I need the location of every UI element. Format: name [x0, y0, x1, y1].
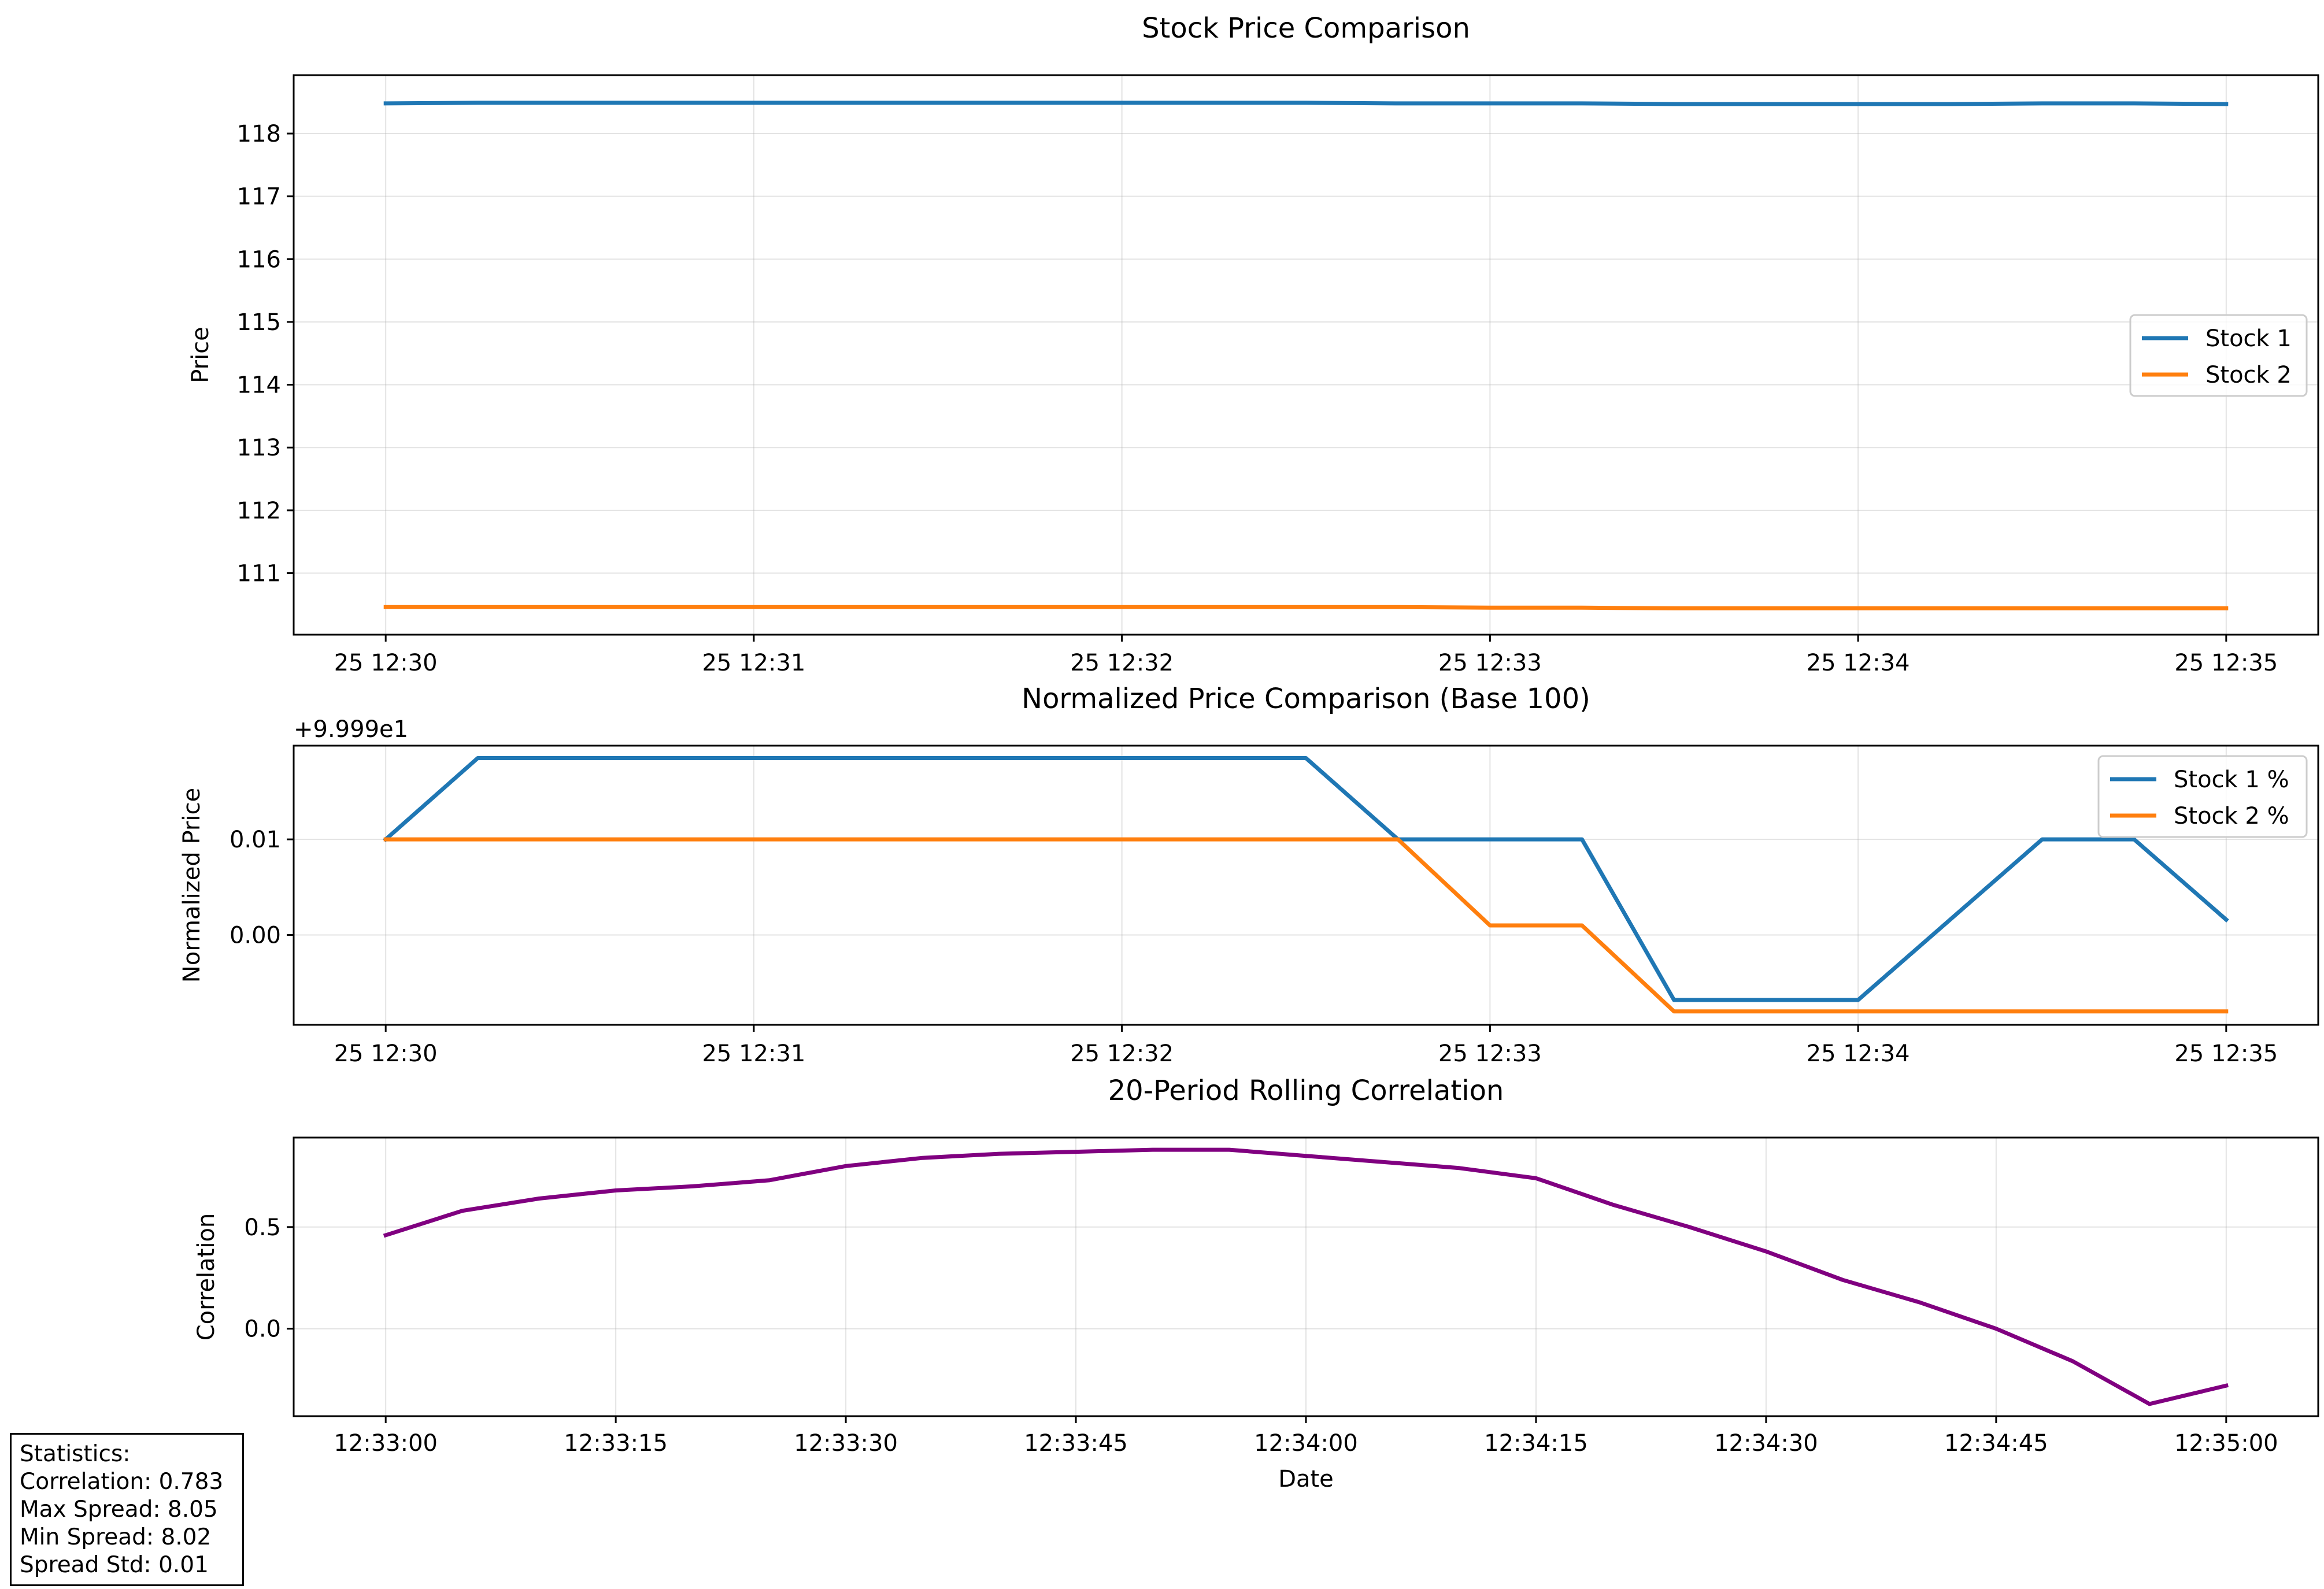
- x-tick-label: 25 12:33: [1438, 650, 1542, 676]
- y-tick-label: 118: [237, 121, 281, 147]
- y-axis-label: Price: [187, 327, 214, 383]
- y-tick-label: 0.01: [230, 827, 281, 853]
- chart-title: Stock Price Comparison: [1142, 12, 1470, 45]
- y-tick-label: 0.00: [230, 923, 281, 949]
- series-line-1: [383, 756, 2229, 1002]
- y-offset-label: +9.999e1: [294, 716, 408, 743]
- y-tick-label: 111: [237, 561, 281, 587]
- statistics-min-spread: Min Spread: 8.02: [20, 1524, 212, 1550]
- x-tick-label: 12:34:45: [1944, 1430, 2048, 1457]
- legend-label: Stock 2 %: [2174, 803, 2289, 829]
- x-axis-label: Date: [1278, 1466, 1334, 1492]
- x-tick-label: 25 12:31: [702, 1040, 805, 1067]
- legend: Stock 1 Stock 2: [2129, 314, 2308, 397]
- x-tick-label: 12:34:15: [1484, 1430, 1588, 1457]
- statistics-spread-std: Spread Std: 0.01: [20, 1552, 209, 1578]
- x-tick-label: 25 12:34: [1807, 1040, 1910, 1067]
- plot-frame: [293, 745, 2319, 1026]
- legend: Stock 1 % Stock 2 %: [2097, 755, 2308, 838]
- rolling-correlation-chart: 12:33:00 12:33:15 12:33:30 12:33:45 12:34:00…: [193, 1075, 2319, 1492]
- y-tick-label: 117: [237, 184, 281, 210]
- series-line-1: [383, 101, 2229, 106]
- x-tick-label: 12:34:00: [1254, 1430, 1358, 1457]
- series-line-2: [383, 837, 2229, 1014]
- y-tick-label: 0.0: [244, 1316, 281, 1343]
- series-line-1: [383, 1147, 2229, 1406]
- x-tick-label: 12:34:30: [1714, 1430, 1818, 1457]
- chart-title: 20-Period Rolling Correlation: [1108, 1075, 1504, 1107]
- y-tick-label: 115: [237, 309, 281, 336]
- price-comparison-chart: 25 12:30 25 12:31 25 12:32 25 12:33 25 12:34…: [187, 12, 2319, 676]
- normalized-price-chart: 25 12:30 25 12:31 25 12:32 25 12:33 25 12:34…: [179, 683, 2319, 1067]
- x-tick-label: 12:33:30: [794, 1430, 898, 1457]
- legend-label: Stock 1: [2205, 325, 2292, 352]
- x-tick-label: 12:33:00: [334, 1430, 438, 1457]
- y-tick-label: 113: [237, 435, 281, 461]
- y-axis-label: Correlation: [193, 1213, 220, 1341]
- x-tick-label: 25 12:30: [334, 650, 438, 676]
- statistics-box: Statistics: Correlation: 0.783 Max Sprea…: [10, 1433, 244, 1586]
- x-tick-label: 25 12:35: [2174, 1040, 2278, 1067]
- x-tick-label: 25 12:31: [702, 650, 805, 676]
- x-tick-label: 25 12:32: [1070, 1040, 1174, 1067]
- x-tick-label: 12:33:15: [564, 1430, 668, 1457]
- chart-title: Normalized Price Comparison (Base 100): [1022, 683, 1590, 715]
- legend-label: Stock 1 %: [2174, 766, 2289, 793]
- x-tick-label: 25 12:30: [334, 1040, 438, 1067]
- x-tick-label: 25 12:35: [2174, 650, 2278, 676]
- x-tick-label: 25 12:32: [1070, 650, 1174, 676]
- plot-frame: [293, 74, 2319, 636]
- y-axis-label: Normalized Price: [179, 788, 205, 983]
- series-line-2: [383, 605, 2229, 610]
- statistics-max-spread: Max Spread: 8.05: [20, 1497, 218, 1523]
- x-tick-label: 25 12:34: [1807, 650, 1910, 676]
- x-tick-label: 12:33:45: [1024, 1430, 1128, 1457]
- y-tick-label: 112: [237, 498, 281, 524]
- x-tick-label: 12:35:00: [2174, 1430, 2278, 1457]
- legend-label: Stock 2: [2205, 362, 2292, 388]
- x-tick-label: 25 12:33: [1438, 1040, 1542, 1067]
- y-tick-label: 0.5: [244, 1214, 281, 1241]
- y-tick-label: 116: [237, 246, 281, 273]
- y-tick-label: 114: [237, 372, 281, 399]
- statistics-title: Statistics:: [20, 1441, 131, 1467]
- statistics-correlation: Correlation: 0.783: [20, 1469, 224, 1495]
